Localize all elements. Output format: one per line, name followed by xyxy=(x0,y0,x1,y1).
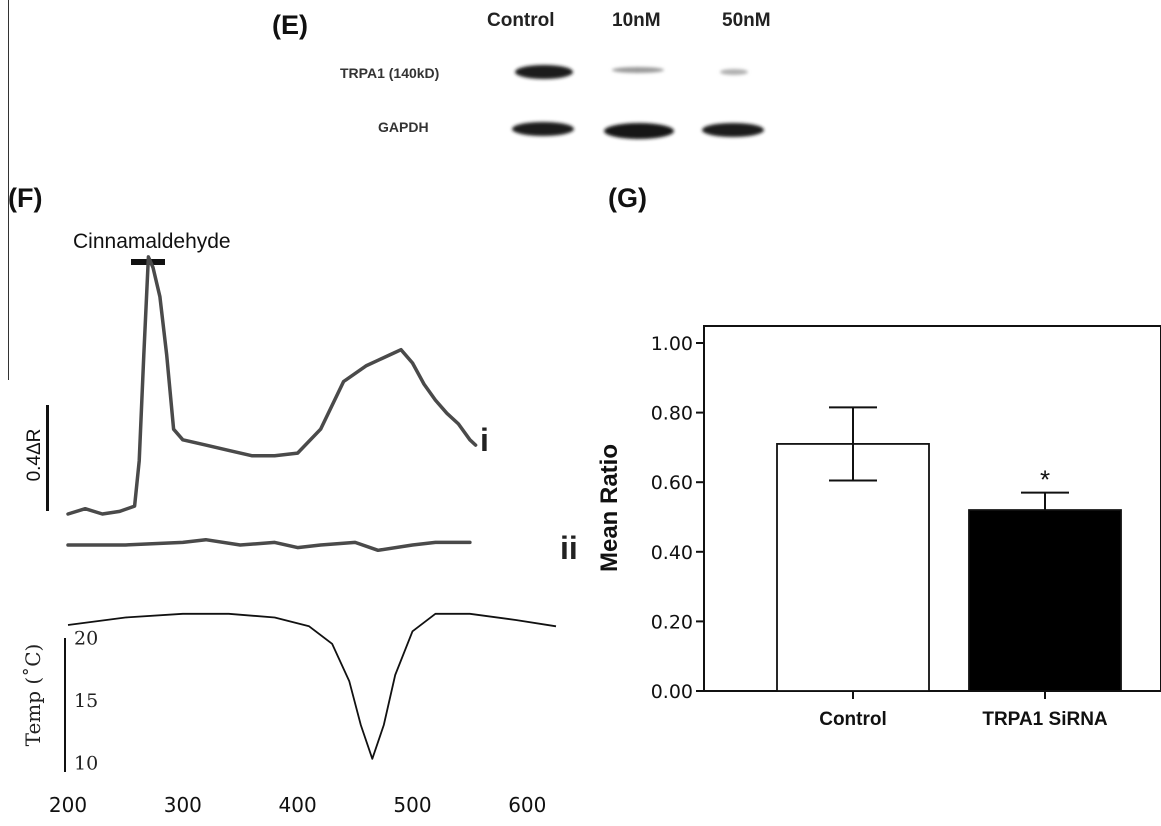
y-tick-label: 0.60 xyxy=(651,472,693,494)
blot-lane-50nm: 50nM xyxy=(722,10,771,31)
bar-trpa1-sirna xyxy=(968,509,1122,692)
x-tick-label: 200 xyxy=(49,793,87,817)
blot-lane-control: Control xyxy=(487,10,555,31)
left-border-line xyxy=(8,0,9,380)
y-tick-label: 0.40 xyxy=(651,542,693,564)
x-tick-label: 400 xyxy=(279,793,317,817)
panel-e-letter: (E) xyxy=(272,10,308,40)
y-tick-label: 1.00 xyxy=(651,333,693,355)
trace-ii-label: ii xyxy=(560,530,578,566)
y-tick-label: 0.80 xyxy=(651,403,693,425)
blot-row-gapdh: GAPDH xyxy=(378,119,429,135)
temp-axis-line xyxy=(64,638,66,772)
x-tick-label: 500 xyxy=(393,793,431,817)
temp-tick-label: 10 xyxy=(74,753,98,775)
y-tick-label: 0.00 xyxy=(651,681,693,703)
x-tick-label: 600 xyxy=(508,793,546,817)
temp-tick-label: 15 xyxy=(74,690,98,712)
scale-bar xyxy=(46,405,49,511)
x-tick-label: 300 xyxy=(164,793,202,817)
trace-i-label: i xyxy=(480,422,489,458)
category-label: Control xyxy=(819,709,887,730)
significance-star: * xyxy=(1040,465,1050,495)
blot-lane-10nm: 10nM xyxy=(612,10,661,31)
y-tick-label: 0.20 xyxy=(651,611,693,633)
plot-frame xyxy=(703,325,1161,692)
panel-f-letter: (F) xyxy=(8,183,43,213)
panel-g-letter: (G) xyxy=(608,183,647,213)
blot-row-trpa1: TRPA1 (140kD) xyxy=(340,65,440,81)
temperature-curve xyxy=(67,612,557,760)
trace-i xyxy=(66,255,478,516)
stimulus-label: Cinnamaldehyde xyxy=(73,230,231,253)
temp-tick-label: 20 xyxy=(74,628,98,650)
trace-ii xyxy=(66,537,472,553)
category-label: TRPA1 SiRNA xyxy=(982,709,1108,730)
